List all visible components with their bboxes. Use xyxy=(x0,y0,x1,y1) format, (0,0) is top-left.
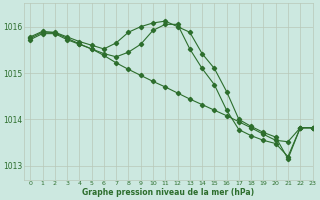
X-axis label: Graphe pression niveau de la mer (hPa): Graphe pression niveau de la mer (hPa) xyxy=(82,188,254,197)
